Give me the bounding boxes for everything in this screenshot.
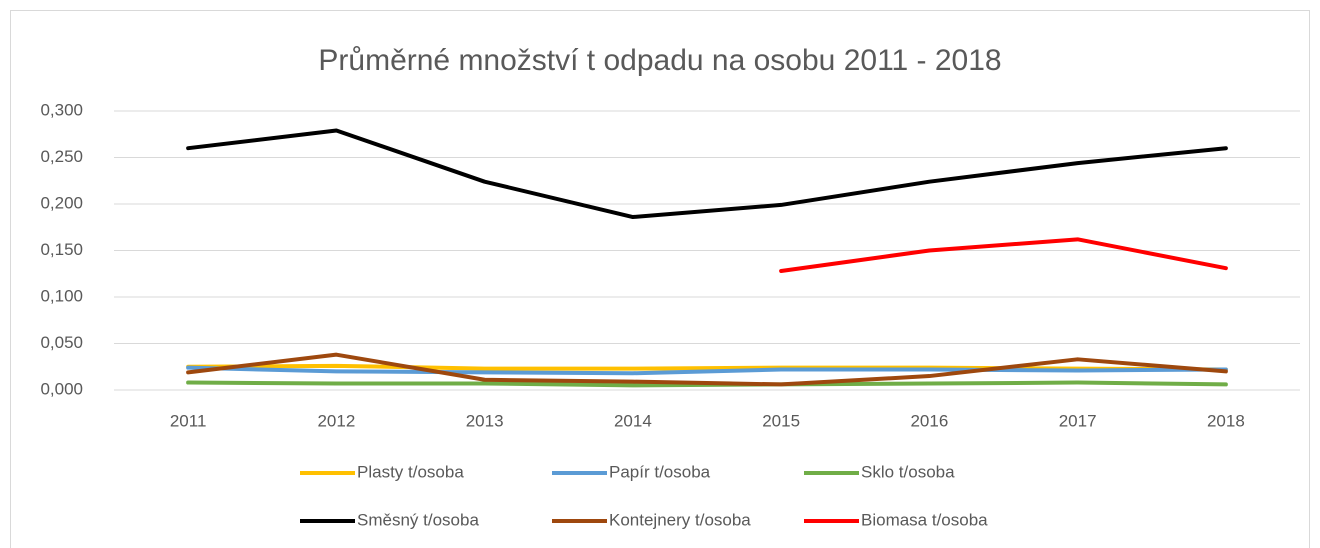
x-tick-label: 2011 bbox=[170, 411, 207, 430]
y-tick-label: 0,150 bbox=[40, 240, 83, 259]
series-line bbox=[186, 128, 1228, 220]
legend-label: Kontejnery t/osoba bbox=[609, 510, 751, 529]
legend-label: Sklo t/osoba bbox=[861, 462, 955, 481]
y-tick-label: 0,000 bbox=[40, 379, 83, 398]
x-tick-label: 2012 bbox=[317, 411, 355, 430]
y-tick-label: 0,200 bbox=[40, 193, 83, 212]
legend-label: Biomasa t/osoba bbox=[861, 510, 988, 529]
legend-label: Směsný t/osoba bbox=[357, 510, 479, 529]
y-tick-label: 0,250 bbox=[40, 147, 83, 166]
x-tick-label: 2015 bbox=[762, 411, 800, 430]
series-line bbox=[186, 365, 1228, 376]
x-tick-label: 2013 bbox=[466, 411, 504, 430]
series-line bbox=[186, 352, 1228, 387]
y-tick-label: 0,050 bbox=[40, 333, 83, 352]
x-tick-label: 2014 bbox=[614, 411, 652, 430]
series-line bbox=[779, 237, 1228, 273]
y-tick-label: 0,300 bbox=[40, 100, 83, 119]
legend-label: Plasty t/osoba bbox=[357, 462, 464, 481]
legend-label: Papír t/osoba bbox=[609, 462, 711, 481]
x-tick-label: 2017 bbox=[1059, 411, 1097, 430]
x-tick-label: 2016 bbox=[910, 411, 948, 430]
y-tick-label: 0,100 bbox=[40, 286, 83, 305]
chart-title: Průměrné množství t odpadu na osobu 2011… bbox=[318, 44, 1001, 77]
x-tick-label: 2018 bbox=[1207, 411, 1245, 430]
chart-border bbox=[10, 10, 1310, 548]
